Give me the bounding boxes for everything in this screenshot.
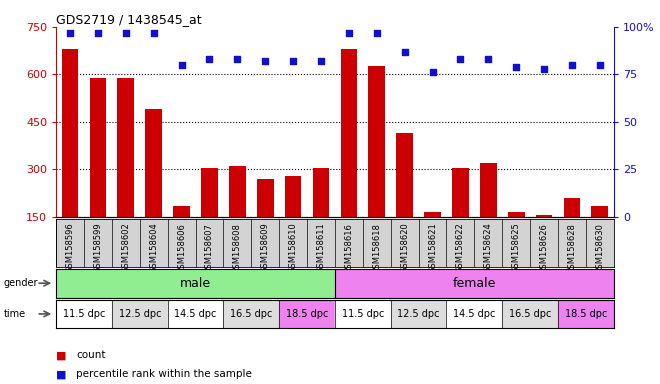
Text: GSM158606: GSM158606: [177, 223, 186, 273]
Text: 12.5 dpc: 12.5 dpc: [397, 309, 440, 319]
Text: GSM158609: GSM158609: [261, 223, 270, 273]
Bar: [536, 215, 552, 265]
Text: GSM158602: GSM158602: [121, 223, 130, 273]
Text: 16.5 dpc: 16.5 dpc: [230, 309, 273, 319]
Text: GDS2719 / 1438545_at: GDS2719 / 1438545_at: [56, 13, 202, 26]
Bar: [145, 109, 162, 265]
Point: [372, 30, 382, 36]
Bar: [508, 212, 525, 265]
Bar: [396, 133, 413, 265]
Point: [176, 62, 187, 68]
Text: GSM158621: GSM158621: [428, 223, 437, 273]
Text: gender: gender: [3, 278, 38, 288]
Text: GSM158604: GSM158604: [149, 223, 158, 273]
Point: [260, 58, 271, 64]
Text: GSM158628: GSM158628: [568, 223, 576, 273]
Point: [399, 48, 410, 55]
Point: [344, 30, 354, 36]
Text: 18.5 dpc: 18.5 dpc: [286, 309, 328, 319]
Text: 16.5 dpc: 16.5 dpc: [509, 309, 551, 319]
Bar: [117, 78, 134, 265]
Text: percentile rank within the sample: percentile rank within the sample: [76, 369, 251, 379]
Bar: [391, 300, 446, 328]
Text: GSM158625: GSM158625: [512, 223, 521, 273]
Text: GSM158608: GSM158608: [233, 223, 242, 273]
Bar: [591, 206, 609, 265]
Point: [232, 56, 243, 62]
Point: [483, 56, 494, 62]
Text: 18.5 dpc: 18.5 dpc: [565, 309, 607, 319]
Bar: [168, 300, 223, 328]
Text: time: time: [3, 309, 26, 319]
Bar: [313, 168, 329, 265]
Bar: [502, 300, 558, 328]
Text: GSM158611: GSM158611: [317, 223, 325, 273]
Point: [567, 62, 578, 68]
Text: GSM158630: GSM158630: [595, 223, 605, 273]
Text: ■: ■: [56, 369, 67, 379]
Bar: [446, 300, 502, 328]
Text: 11.5 dpc: 11.5 dpc: [342, 309, 384, 319]
Text: ■: ■: [56, 350, 67, 360]
Bar: [341, 49, 357, 265]
Bar: [61, 49, 79, 265]
Text: GSM158596: GSM158596: [65, 223, 75, 273]
Point: [427, 70, 438, 76]
Text: GSM158626: GSM158626: [540, 223, 548, 273]
Point: [511, 64, 521, 70]
Point: [288, 58, 298, 64]
Text: GSM158607: GSM158607: [205, 223, 214, 273]
Text: GSM158610: GSM158610: [288, 223, 298, 273]
Point: [65, 30, 75, 36]
Bar: [564, 198, 580, 265]
Point: [92, 30, 103, 36]
Text: GSM158599: GSM158599: [94, 223, 102, 273]
Text: male: male: [180, 277, 211, 290]
Bar: [279, 300, 335, 328]
Bar: [335, 269, 614, 298]
Bar: [223, 300, 279, 328]
Text: GSM158616: GSM158616: [345, 223, 353, 273]
Point: [148, 30, 159, 36]
Text: GSM158618: GSM158618: [372, 223, 381, 273]
Bar: [558, 300, 614, 328]
Bar: [257, 179, 274, 265]
Bar: [284, 176, 302, 265]
Text: GSM158624: GSM158624: [484, 223, 493, 273]
Text: female: female: [453, 277, 496, 290]
Text: 11.5 dpc: 11.5 dpc: [63, 309, 105, 319]
Text: GSM158620: GSM158620: [400, 223, 409, 273]
Bar: [173, 206, 190, 265]
Bar: [56, 269, 335, 298]
Point: [204, 56, 214, 62]
Bar: [90, 78, 106, 265]
Point: [121, 30, 131, 36]
Point: [315, 58, 326, 64]
Bar: [56, 300, 112, 328]
Point: [455, 56, 466, 62]
Bar: [424, 212, 441, 265]
Bar: [201, 168, 218, 265]
Bar: [368, 66, 385, 265]
Point: [595, 62, 605, 68]
Text: 12.5 dpc: 12.5 dpc: [119, 309, 161, 319]
Bar: [229, 166, 246, 265]
Text: 14.5 dpc: 14.5 dpc: [174, 309, 216, 319]
Bar: [480, 163, 497, 265]
Bar: [335, 300, 391, 328]
Text: GSM158622: GSM158622: [456, 223, 465, 273]
Point: [539, 66, 549, 72]
Text: count: count: [76, 350, 106, 360]
Bar: [452, 168, 469, 265]
Text: 14.5 dpc: 14.5 dpc: [453, 309, 496, 319]
Bar: [112, 300, 168, 328]
